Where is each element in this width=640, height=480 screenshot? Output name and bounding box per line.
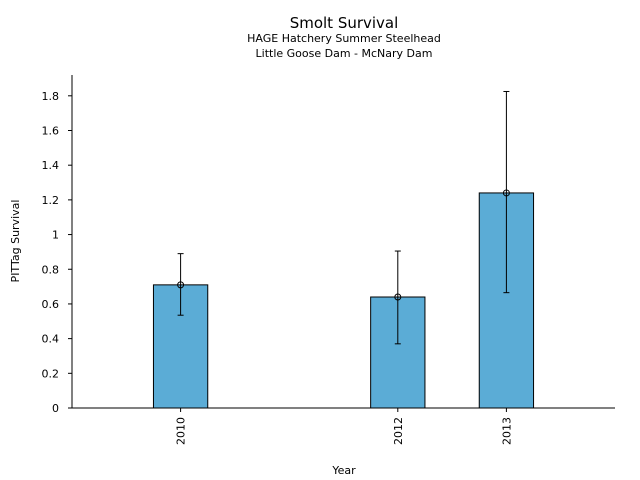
y-tick-label: 1.6 [42,125,60,138]
y-tick-label: 1.2 [42,194,60,207]
y-tick-label: 0.8 [42,263,60,276]
y-tick-label: 0.2 [42,367,60,380]
data-point-marker [502,189,510,197]
chart-title: Smolt Survival [290,14,399,32]
y-tick-label: 1.4 [42,159,60,172]
x-tick-label: 2010 [175,417,188,445]
chart-subtitle-line-1: HAGE Hatchery Summer Steelhead [247,32,441,45]
y-tick-label: 1.8 [42,90,60,103]
y-tick-label: 0 [52,402,59,415]
y-tick-label: 0.4 [42,333,60,346]
y-tick-label: 1 [52,229,59,242]
x-tick-label: 2012 [392,417,405,445]
y-axis-label: PITTag Survival [9,200,22,283]
chart-subtitle-line-2: Little Goose Dam - McNary Dam [256,47,433,60]
plot-area: 0 0.2 0.4 0.6 0.8 1 1.2 1.4 1.6 1.8 2010 2012 2013 [42,90,535,445]
data-point-marker [177,281,185,289]
data-point-marker [394,293,402,301]
y-tick-label: 0.6 [42,298,60,311]
x-axis-label: Year [331,464,356,477]
x-tick-label: 2013 [500,417,513,445]
